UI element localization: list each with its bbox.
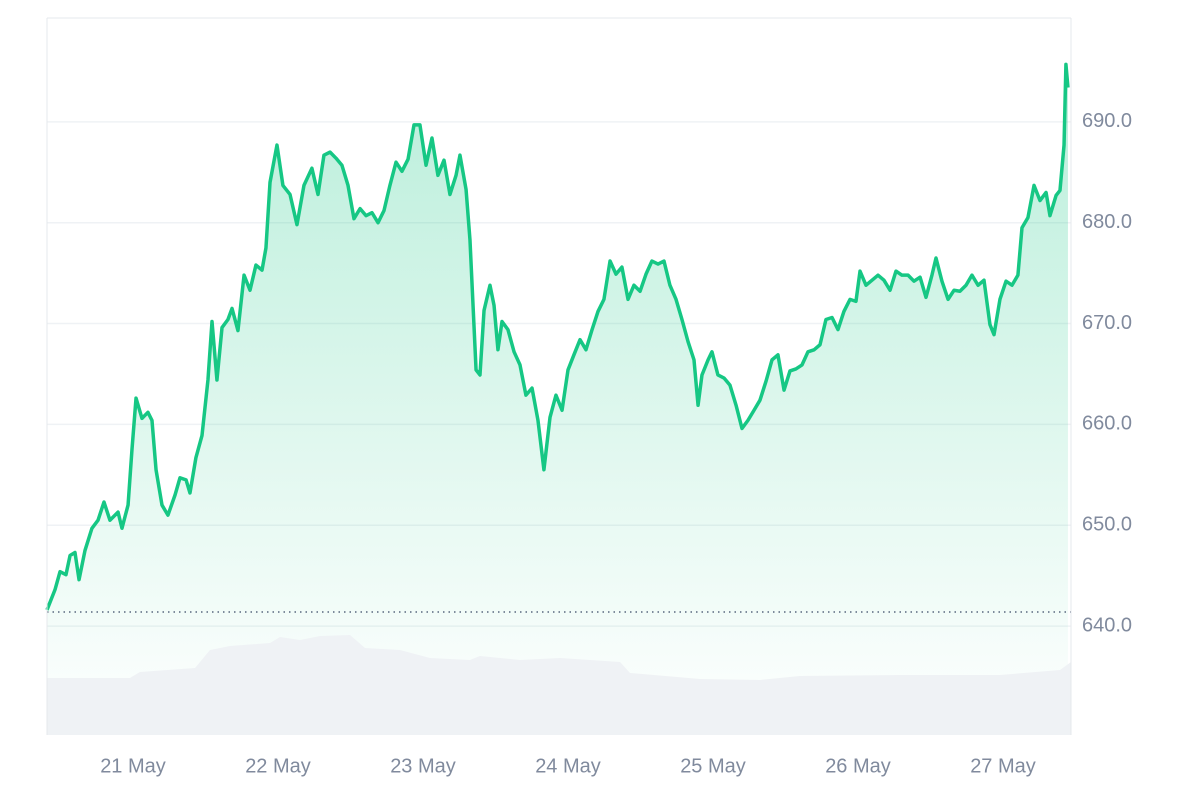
y-tick-label: 650.0 bbox=[1082, 514, 1132, 536]
plot-layer bbox=[45, 62, 1071, 735]
x-tick-label: 26 May bbox=[825, 755, 891, 777]
y-tick-label: 660.0 bbox=[1082, 413, 1132, 435]
price-line bbox=[45, 62, 1070, 611]
y-tick-label: 680.0 bbox=[1082, 211, 1132, 233]
volume-area bbox=[47, 635, 1071, 735]
y-tick-label: 670.0 bbox=[1082, 312, 1132, 334]
x-tick-label: 27 May bbox=[970, 755, 1036, 777]
x-tick-label: 21 May bbox=[100, 755, 166, 777]
x-tick-label: 25 May bbox=[680, 755, 746, 777]
x-tick-label: 22 May bbox=[245, 755, 311, 777]
y-tick-label: 640.0 bbox=[1082, 614, 1132, 636]
labels: 640.0 650.0 660.0 670.0 680.0 690.0 21 May 22 M… bbox=[100, 110, 1132, 777]
y-tick-label: 690.0 bbox=[1082, 110, 1132, 132]
volume-layer bbox=[47, 635, 1071, 735]
x-tick-label: 23 May bbox=[390, 755, 456, 777]
x-tick-label: 24 May bbox=[535, 755, 601, 777]
